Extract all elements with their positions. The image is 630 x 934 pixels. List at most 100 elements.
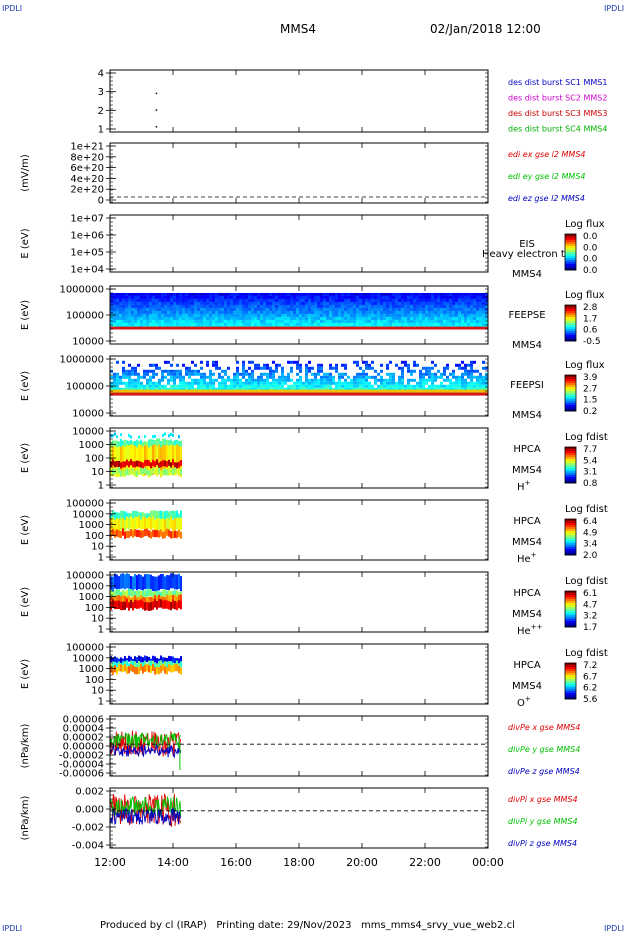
divpe-blue-series (110, 743, 182, 759)
hpca-he2-ylabel: E (eV) (20, 587, 31, 617)
feepse-colorbar-tick: 1.7 (583, 314, 597, 324)
feepse-data (110, 292, 488, 330)
corner-label-bottom-left: IPDLI (2, 924, 23, 933)
des-burst-data (155, 92, 158, 128)
hpca-o-colorbar-cell (565, 673, 576, 676)
eis-colorbar-cell (565, 240, 576, 243)
feepse-ylabel: E (eV) (20, 300, 31, 330)
hpca-o-colorbar-cell (565, 667, 576, 670)
hpca-o-colorbar-cell (565, 665, 576, 668)
panel-divpe: 0.000060.000040.000020.00000-0.00002-0.0… (20, 715, 580, 780)
hpca-h-colorbar-cell (565, 449, 576, 452)
edi-ylabel: (mV/m) (20, 154, 31, 192)
hpca-he2-instrument-label: HPCA (513, 588, 541, 599)
hpca-he2-colorbar-tick: 4.7 (583, 600, 597, 610)
feepse-colorbar-cell (565, 339, 576, 342)
hpca-he2-colorbar-cell (565, 611, 576, 614)
hpca-he2-ytick-label: 100000 (66, 571, 104, 582)
hpca-h-colorbar-cell (565, 457, 576, 460)
hpca-o-colorbar-frame (564, 662, 577, 700)
eis-spacecraft-label: MMS4 (512, 269, 542, 280)
eis-colorbar-cell (565, 252, 576, 255)
hpca-he-spacecraft-label: MMS4 (512, 537, 542, 548)
hpca-he-colorbar-title: Log fdist (565, 504, 608, 515)
divpi-ytick-label: -0.002 (72, 823, 104, 834)
hpca-o-colorbar-cell (565, 669, 576, 672)
edi-frame (109, 142, 489, 204)
feepsi-colorbar-frame (564, 374, 577, 412)
feepsi-instrument-label: FEEPSI (510, 380, 544, 391)
feepse-colorbar-cell (565, 319, 576, 322)
hpca-o-colorbar-tick: 6.2 (583, 684, 597, 694)
hpca-h-colorbar-cell (565, 481, 576, 484)
eis-colorbar-cell (565, 266, 576, 269)
feepsi-colorbar-tick: 2.7 (583, 384, 597, 394)
feepse-colorbar-tick: 0.6 (583, 326, 598, 336)
feepse-colorbar-cell (565, 305, 576, 308)
hpca-h-colorbar-cell (565, 447, 576, 450)
hpca-he-colorbar-tick: 4.9 (583, 528, 598, 538)
divpi-ytick-label: 0.000 (75, 805, 104, 816)
des-burst-legend-1: des dist burst SC2 MMS2 (508, 94, 607, 103)
hpca-he2-colorbar-tick: 1.7 (583, 623, 597, 633)
eis-colorbar-tick: 0.0 (583, 232, 598, 242)
feepsi-colorbar-cell (565, 389, 576, 392)
hpca-o-species-label: O+ (517, 695, 531, 709)
feepse-colorbar-frame (564, 304, 577, 342)
eis-ytick-label: 1e+04 (70, 265, 104, 276)
hpca-he-colorbar-cell (565, 533, 576, 536)
hpca-he-colorbar-cell (565, 531, 576, 534)
feepsi-ytick-label: 100000 (66, 382, 104, 393)
feepse-colorbar-cell (565, 321, 576, 324)
hpca-he-colorbar-tick: 6.4 (583, 517, 598, 527)
feepse-colorbar-cell (565, 307, 576, 310)
feepsi-colorbar-cell (565, 399, 576, 402)
hpca-h-colorbar-cell (565, 469, 576, 472)
hpca-h-colorbar-cell (565, 477, 576, 480)
hpca-he-ytick-label: 1 (98, 553, 104, 564)
hpca-h-colorbar-cell (565, 473, 576, 476)
hpca-he2-colorbar-cell (565, 623, 576, 626)
eis-colorbar-cell (565, 244, 576, 247)
hpca-h-species-label: H+ (517, 479, 531, 493)
feepsi-colorbar-tick: 3.9 (583, 373, 598, 383)
hpca-h-colorbar-cell (565, 453, 576, 456)
feepsi-colorbar-tick: 0.2 (583, 407, 597, 417)
hpca-he2-colorbar-cell (565, 601, 576, 604)
divpe-ylabel: (nPa/km) (20, 724, 31, 769)
hpca-o-colorbar-cell (565, 691, 576, 694)
feepsi-colorbar-cell (565, 393, 576, 396)
hpca-h-ytick-label: 1000 (79, 440, 104, 451)
feepse-instrument-label: FEEPSE (508, 310, 545, 321)
hpca-he-colorbar-cell (565, 543, 576, 546)
feepse-ytick-label: 10000 (72, 337, 104, 348)
des-burst-frame (109, 69, 489, 133)
burst-point (155, 126, 158, 128)
feepsi-colorbar-cell (565, 407, 576, 410)
hpca-h-colorbar-cell (565, 463, 576, 466)
hpca-o-colorbar-cell (565, 697, 576, 700)
hpca-he-species-charge: + (531, 551, 537, 559)
hpca-h-colorbar-cell (565, 461, 576, 464)
hpca-he-colorbar-tick: 3.4 (583, 540, 598, 550)
edi-ytick-label: 2e+20 (70, 185, 104, 196)
hpca-he-colorbar-cell (565, 523, 576, 526)
hpca-he2-colorbar-frame (564, 590, 577, 628)
feepsi-colorbar-cell (565, 383, 576, 386)
hpca-he-colorbar-cell (565, 525, 576, 528)
feepse-colorbar-cell (565, 309, 576, 312)
divpe-legend-1: divPe y gse MMS4 (508, 745, 580, 754)
hpca-o-colorbar-tick: 6.7 (583, 672, 597, 682)
feepse-colorbar-cell (565, 317, 576, 320)
eis-colorbar-tick: 0.0 (583, 255, 598, 265)
burst-point (155, 92, 158, 95)
des-burst-ytick-label: 1 (98, 125, 104, 136)
hpca-he-species-label: He+ (517, 551, 537, 565)
hpca-he-colorbar-cell (565, 553, 576, 556)
edi-legend-0: edi ex gse l2 MMS4 (508, 150, 586, 159)
hpca-o-colorbar-cell (565, 675, 576, 678)
hpca-he-colorbar-cell (565, 519, 576, 522)
feepse-colorbar-cell (565, 325, 576, 328)
hpca-he2-colorbar-cell (565, 625, 576, 628)
x-tick-label-5: 22:00 (409, 856, 441, 869)
